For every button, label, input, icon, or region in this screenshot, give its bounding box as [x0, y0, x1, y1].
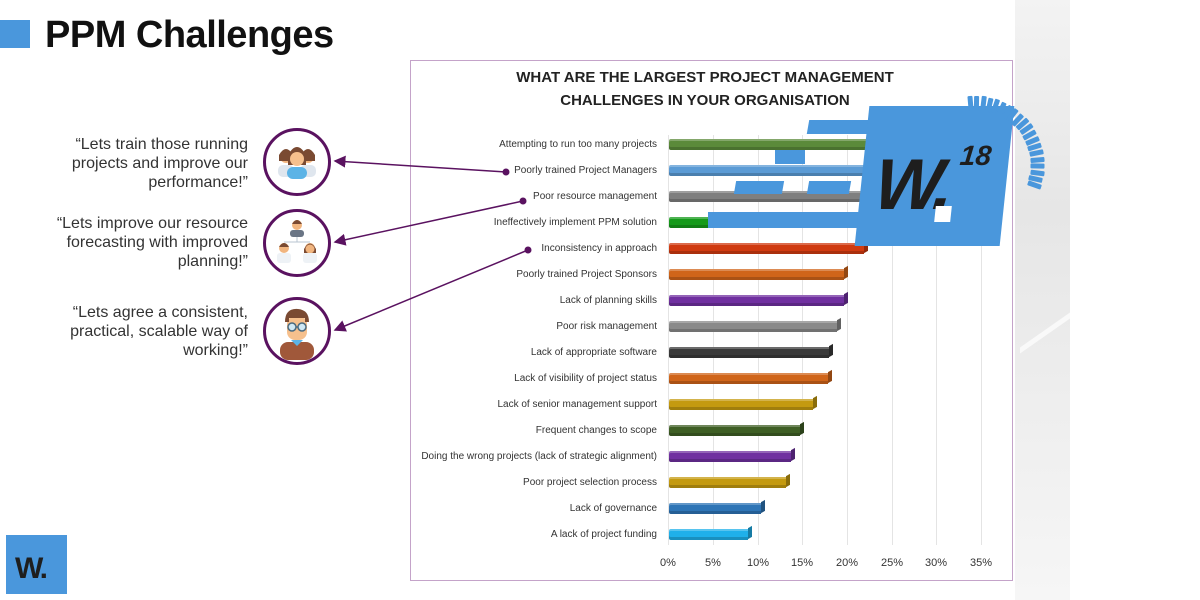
chart-title-line-1: WHAT ARE THE LARGEST PROJECT MANAGEMENT: [516, 69, 894, 86]
category-label: Attempting to run too many projects: [499, 139, 657, 150]
category-label: Lack of governance: [569, 503, 657, 514]
category-label: Doing the wrong projects (lack of strate…: [421, 451, 657, 462]
bar: [669, 321, 837, 332]
category-label: Poor resource management: [533, 191, 657, 202]
gridline-25: [892, 135, 893, 545]
category-label: Lack of senior management support: [497, 399, 657, 410]
logo-stripe: [806, 120, 872, 134]
bar: [669, 139, 870, 150]
category-label: Ineffectively implement PPM solution: [493, 217, 657, 228]
logo-stripe: [775, 150, 805, 164]
chart-title: WHAT ARE THE LARGEST PROJECT MANAGEMENT …: [470, 66, 940, 112]
w18-logo: W. 18: [854, 106, 1015, 246]
connector-dot: [519, 197, 527, 205]
x-tick: 30%: [924, 557, 948, 569]
bar: [669, 165, 869, 176]
bar: [669, 451, 791, 462]
connector-dot: [524, 246, 532, 254]
gridline-10: [758, 135, 759, 545]
team-group-icon: [263, 128, 331, 196]
x-tick: 25%: [880, 557, 904, 569]
chart-title-line-2: CHALLENGES IN YOUR ORGANISATION: [560, 92, 850, 109]
quote-training: “Lets train those running projects and i…: [71, 136, 248, 191]
category-label: Frequent changes to scope: [535, 425, 657, 436]
bar: [669, 529, 748, 540]
logo-dot: [934, 206, 952, 222]
corner-logo: W.: [6, 535, 67, 594]
background-decoration: [1015, 0, 1070, 600]
category-label: Poorly trained Project Managers: [514, 165, 657, 176]
bar: [669, 243, 864, 254]
gridline-0: [668, 135, 669, 545]
x-tick: 20%: [835, 557, 859, 569]
bar: [669, 477, 786, 488]
category-label: Lack of appropriate software: [530, 347, 657, 358]
connector-dot: [502, 168, 510, 176]
gridline-20: [847, 135, 848, 545]
bar: [669, 373, 828, 384]
logo-stripe: [708, 212, 868, 228]
x-tick: 10%: [746, 557, 770, 569]
bar: [669, 191, 867, 202]
category-label: Poor project selection process: [523, 477, 657, 488]
logo-18: 18: [958, 140, 993, 171]
person-glasses-icon: [263, 297, 331, 365]
gridline-30: [936, 135, 937, 545]
org-hierarchy-icon: [263, 209, 331, 277]
arc-dash: [973, 95, 980, 111]
category-label: Inconsistency in approach: [541, 243, 657, 254]
corner-logo-text: W.: [15, 552, 48, 585]
gridline-35: [981, 135, 982, 545]
bar: [669, 269, 844, 280]
bar: [669, 399, 813, 410]
category-label: Poorly trained Project Sponsors: [516, 269, 657, 280]
category-label: A lack of project funding: [550, 529, 657, 540]
arc-dash: [1030, 156, 1045, 163]
x-tick: 15%: [790, 557, 814, 569]
x-tick: 35%: [969, 557, 993, 569]
bar: [669, 295, 844, 306]
arc-dash: [1030, 163, 1045, 169]
logo-stripe: [733, 181, 785, 194]
gridline-15: [802, 135, 803, 545]
bar: [669, 503, 761, 514]
category-label: Lack of planning skills: [559, 295, 657, 306]
logo-stripe: [806, 181, 852, 194]
x-tick: 5%: [705, 557, 721, 569]
quote-resource: “Lets improve our resource forecasting w…: [56, 215, 248, 270]
category-label: Poor risk management: [556, 321, 657, 332]
category-label: Lack of visibility of project status: [514, 373, 657, 384]
page-title: PPM Challenges: [45, 14, 334, 56]
bar: [669, 347, 829, 358]
title-accent-square: [0, 20, 30, 48]
gridline-5: [713, 135, 714, 545]
x-tick: 0%: [660, 557, 676, 569]
arc-dash: [966, 96, 974, 111]
bar: [669, 425, 800, 436]
quote-consistency: “Lets agree a consistent, practical, sca…: [70, 304, 248, 359]
